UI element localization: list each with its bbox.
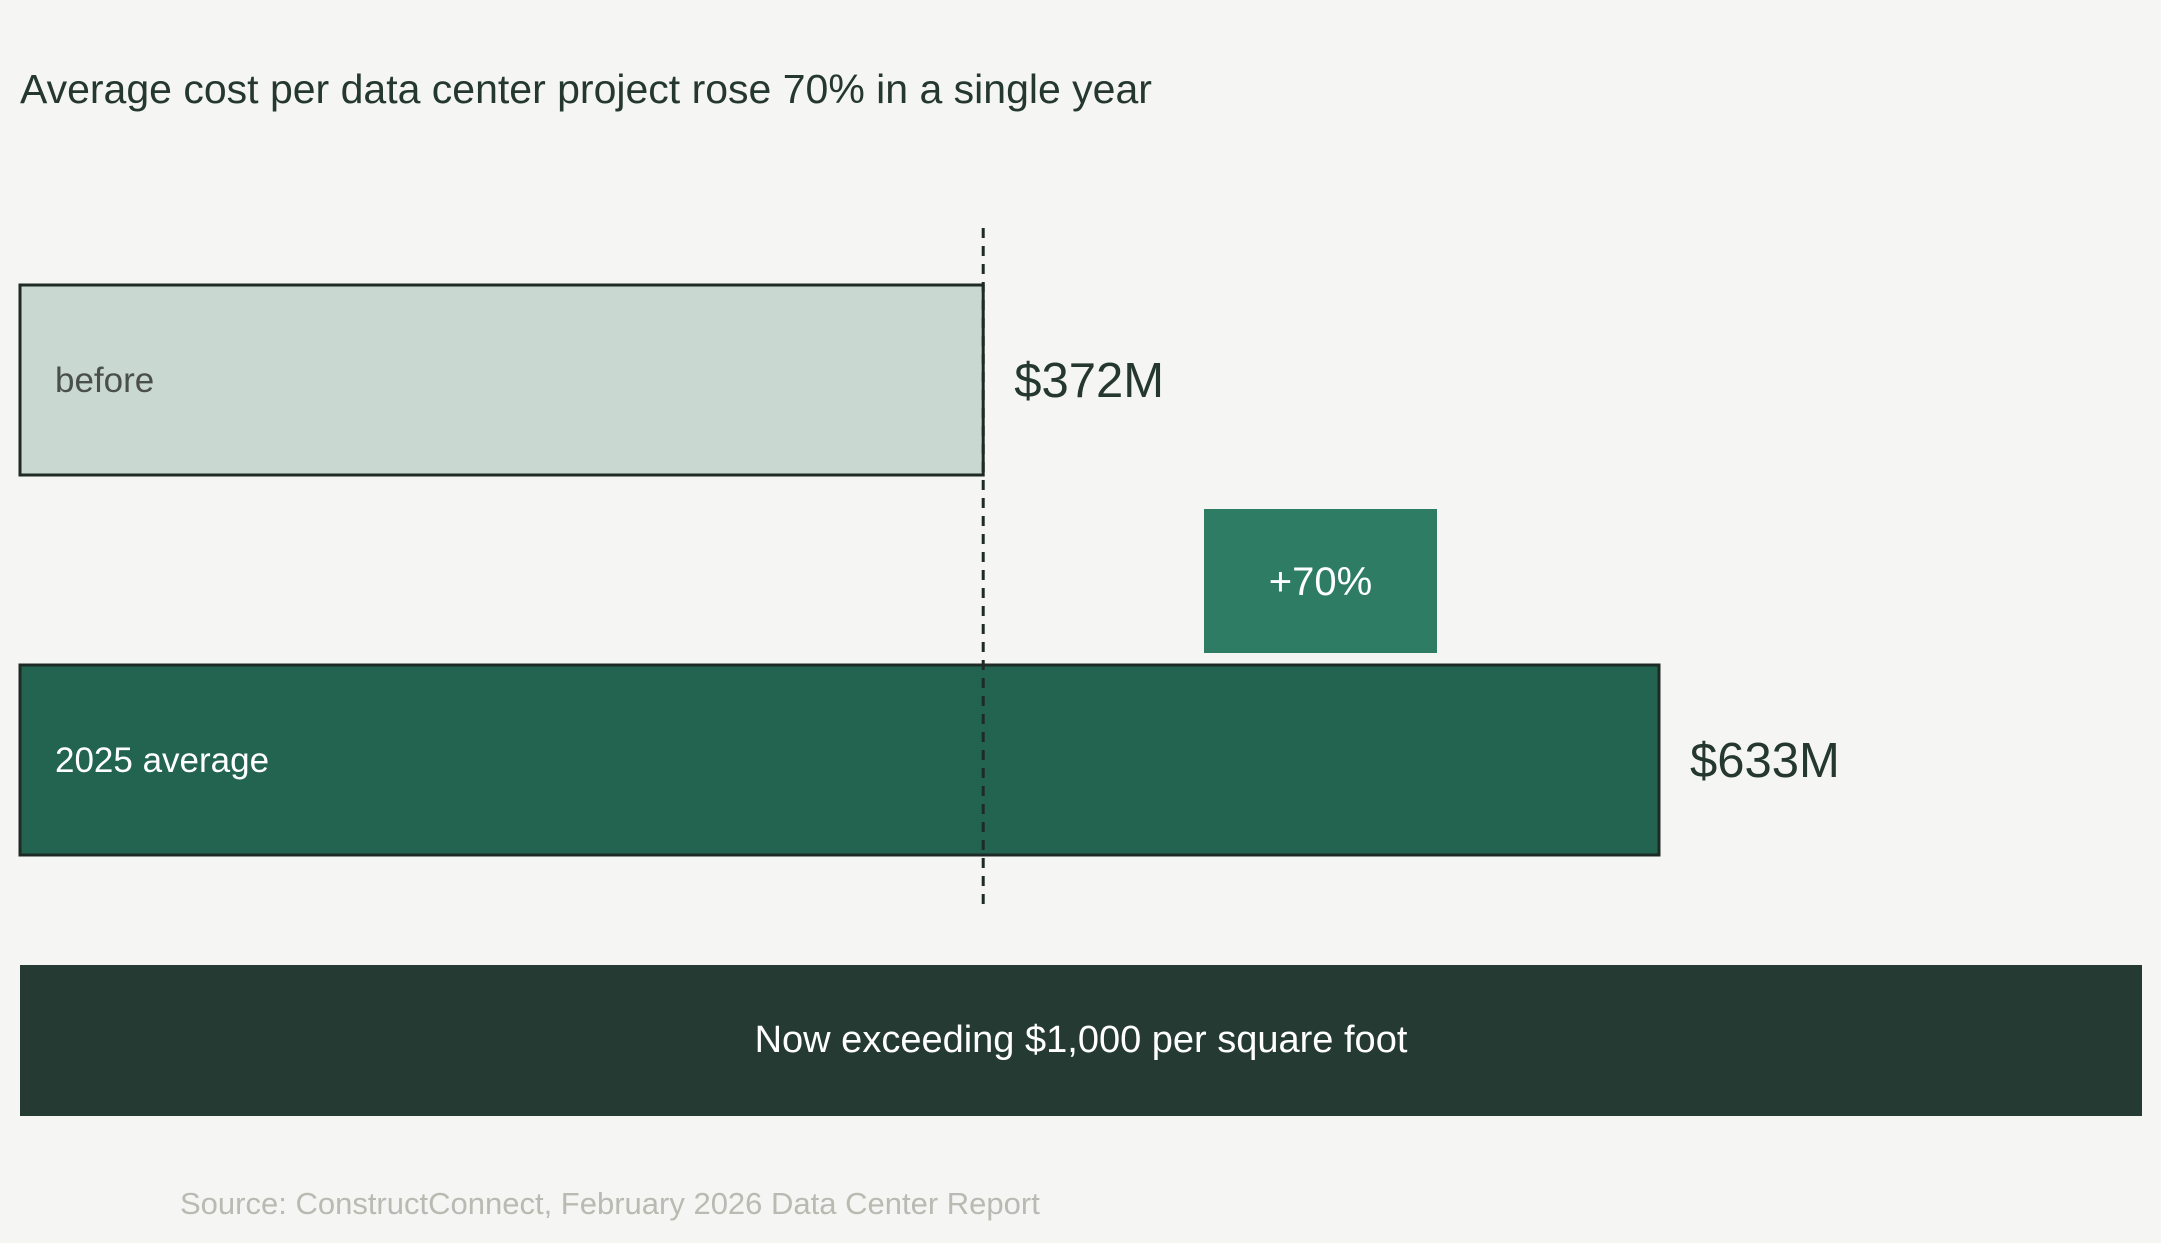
- chart-title: Average cost per data center project ros…: [20, 66, 1152, 112]
- callout-text: Now exceeding $1,000 per square foot: [754, 1019, 1408, 1061]
- change-badge: [1204, 509, 1437, 653]
- bar-before: [18, 283, 985, 477]
- bar-label-before: before: [55, 361, 154, 400]
- bar-2025-average: [18, 663, 1661, 857]
- bar-chart: before $372M 2025 average $633M +70%: [18, 228, 1840, 912]
- value-label-2025-average: $633M: [1690, 734, 1840, 788]
- callout-banner: Now exceeding $1,000 per square foot: [20, 965, 2142, 1116]
- source-note: Source: ConstructConnect, February 2026 …: [180, 1186, 1040, 1221]
- change-badge-label: +70%: [1269, 560, 1372, 604]
- value-label-before: $372M: [1014, 354, 1164, 408]
- bar-label-2025-average: 2025 average: [55, 741, 269, 780]
